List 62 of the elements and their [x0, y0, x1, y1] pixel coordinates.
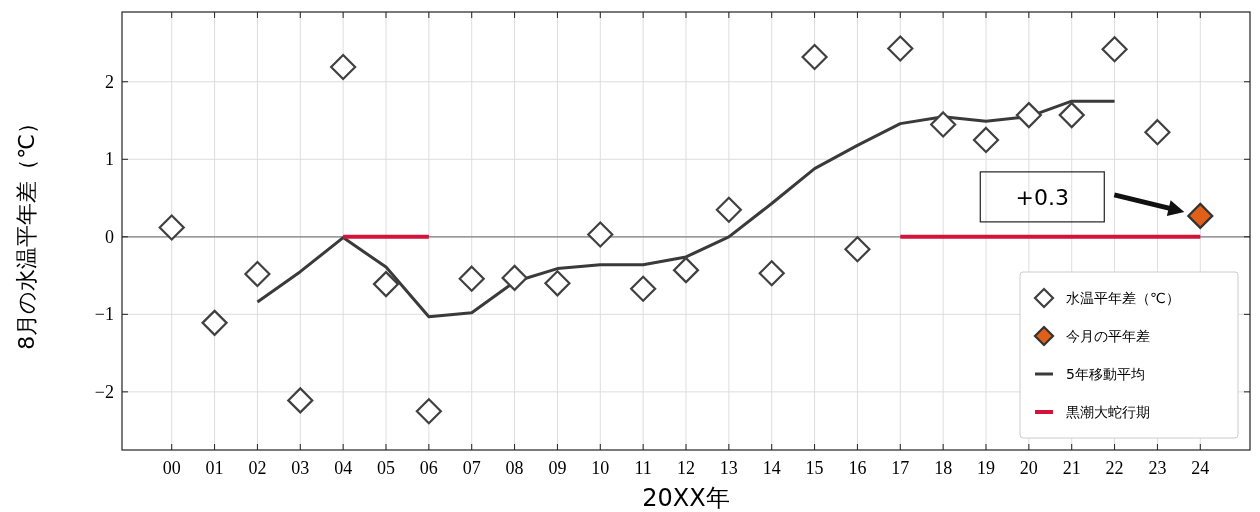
- x-tick-label: 19: [977, 458, 995, 478]
- point: [630, 275, 657, 302]
- x-tick-label: 24: [1191, 458, 1210, 478]
- x-tick-label: 02: [248, 458, 267, 478]
- legend-label: 黒潮大蛇行期: [1066, 404, 1150, 420]
- point: [1187, 202, 1214, 229]
- x-tick-label: 03: [291, 458, 310, 478]
- point: [158, 214, 185, 241]
- legend-label: 5年移動平均: [1066, 366, 1145, 382]
- x-tick-label: 22: [1105, 458, 1124, 478]
- point: [544, 270, 571, 297]
- point: [801, 43, 828, 71]
- y-tick-label: −1: [94, 304, 114, 325]
- point: [372, 271, 400, 298]
- point: [672, 257, 700, 284]
- legend-label: 今月の平年差: [1066, 328, 1150, 344]
- point: [715, 196, 742, 223]
- point: [1144, 119, 1171, 146]
- x-tick-label: 08: [505, 458, 524, 478]
- x-axis-title: 20XX年: [642, 484, 730, 512]
- annotation: +0.3: [1015, 184, 1069, 210]
- point: [930, 111, 957, 138]
- point: [587, 221, 614, 248]
- x-tick-label: 05: [377, 458, 395, 478]
- point: [330, 53, 357, 81]
- point: [1101, 36, 1128, 63]
- y-tick-label: 2: [105, 71, 114, 92]
- legend-label: 水温平年差（℃）: [1066, 290, 1180, 306]
- y-tick-label: 1: [105, 149, 114, 170]
- x-tick-label: 10: [591, 458, 610, 478]
- x-tick-label: 13: [719, 458, 738, 478]
- x-tick-label: 07: [462, 458, 481, 478]
- point: [458, 265, 485, 292]
- x-tick-label: 23: [1148, 458, 1167, 478]
- point: [972, 126, 1000, 154]
- point: [1058, 102, 1085, 129]
- x-tick-label: 16: [848, 458, 867, 478]
- point: [287, 387, 314, 414]
- point: [758, 260, 785, 287]
- point: [201, 309, 228, 336]
- x-tick-label: 09: [548, 458, 567, 478]
- x-tick-label: 11: [634, 458, 652, 478]
- x-tick-label: 06: [419, 458, 438, 478]
- point: [1015, 102, 1042, 129]
- x-tick-label: 17: [891, 458, 910, 478]
- y-axis-title: 8月の水温平年差（℃）: [14, 112, 39, 350]
- point: [415, 398, 442, 425]
- x-tick-label: 14: [762, 458, 781, 478]
- point: [501, 264, 528, 291]
- x-tick-label: 00: [162, 458, 181, 478]
- y-tick-label: 0: [105, 226, 114, 247]
- point: [244, 260, 271, 288]
- x-tick-label: 21: [1062, 458, 1081, 478]
- y-tick-label: −2: [94, 381, 114, 402]
- point: [844, 236, 871, 263]
- x-tick-label: 01: [205, 458, 224, 478]
- x-tick-label: 12: [677, 458, 695, 478]
- x-tick-label: 15: [805, 458, 824, 478]
- point: [887, 35, 914, 62]
- x-tick-label: 20: [1019, 458, 1038, 478]
- x-tick-label: 04: [334, 458, 353, 478]
- x-tick-label: 18: [934, 458, 953, 478]
